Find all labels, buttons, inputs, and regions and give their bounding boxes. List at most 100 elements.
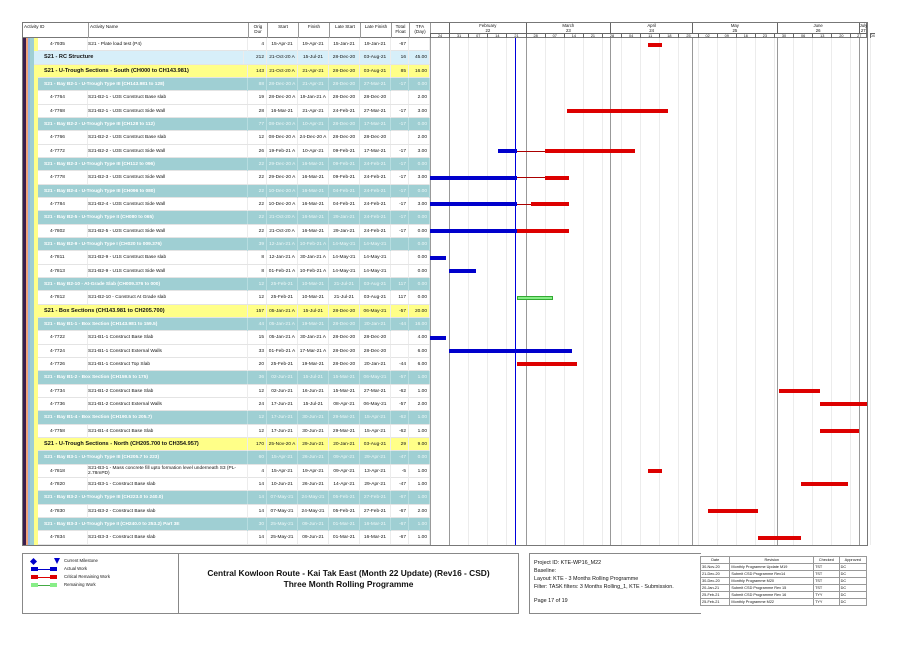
header-finish[interactable]: Finish — [299, 23, 330, 38]
revision-cell: Submit CSD Programme Rev 15 — [729, 584, 815, 592]
critical-work-bar[interactable] — [517, 362, 578, 367]
week-label: 21 — [506, 33, 526, 38]
critical-work-bar[interactable] — [708, 509, 758, 514]
wbs-row[interactable]: S21 - Bay B1-2 - Box Section (CH159.5 to… — [38, 371, 430, 385]
wbs-row[interactable]: S21 - RC Structure 212 21-Oct-20 A 15-Jul-2… — [34, 51, 430, 65]
activity-row[interactable]: 4-7784 S21-B2-4 - U3S Construct Side Wall… — [38, 197, 430, 212]
wbs-row[interactable]: S21 - Bay B2-2 - U-Trough Type III (CH12… — [38, 117, 430, 132]
activity-row[interactable]: 4-7772 S21-B2-2 - U3S Construct Side Wall… — [38, 144, 430, 158]
wbs-row[interactable]: S21 - Bay B3-3 - U-Trough Type II (CH240… — [38, 517, 430, 532]
actual-work-bar[interactable] — [498, 149, 518, 154]
header-tfa[interactable]: TFA (Day) — [410, 23, 431, 38]
header-dur[interactable]: Orig Dur — [249, 23, 268, 38]
actual-work-bar[interactable] — [430, 229, 518, 234]
activity-row[interactable]: 4-7811 S21-B2-9 - U1S Construct Base slab… — [38, 251, 430, 265]
critical-work-bar[interactable] — [544, 149, 635, 154]
wbs-row[interactable]: S21 - Bay B3-2 - U-Trough Type III (CH22… — [38, 491, 430, 505]
critical-work-bar[interactable] — [517, 229, 570, 234]
activity-row[interactable]: 4-7724 S21-B1-1 Construct External Walls 3… — [38, 344, 430, 358]
actual-work-bar[interactable] — [430, 255, 447, 260]
cell-finish: 26-Jun-21 — [298, 477, 329, 491]
activity-row[interactable]: 4-7935 S21 - Plate load test (P4) 4 15-Apr-… — [38, 38, 430, 52]
critical-work-bar[interactable] — [779, 389, 821, 394]
critical-work-bar[interactable] — [531, 202, 570, 207]
actual-work-bar[interactable] — [449, 269, 477, 274]
cell-ls: 28-Dec-20 — [329, 331, 360, 345]
activity-row[interactable]: 4-7722 S21-B1-1 Construct Base Slab 15 05-J… — [38, 331, 430, 345]
activity-row[interactable]: 4-7768 S21-B2-1 - U3S Construct Side Wall… — [38, 104, 430, 118]
activity-row[interactable]: 4-7766 S21-B2-2 - U3S Construct Base slab… — [38, 131, 430, 145]
wbs-row[interactable]: S21 - Box Sections (CH143.981 to CH205.7… — [38, 304, 430, 318]
critical-work-bar[interactable] — [757, 535, 802, 540]
critical-work-bar[interactable] — [648, 42, 663, 47]
activity-name: S21-B2-9 - U1S Construct Side Wall — [88, 264, 248, 278]
activity-row[interactable]: 4-7820 S21-B3-1 - Construct Base slab 14 10… — [38, 477, 430, 492]
critical-work-bar[interactable] — [820, 429, 859, 434]
remaining-work-bar[interactable] — [517, 295, 553, 300]
activity-row[interactable]: 4-7778 S21-B2-3 - U3S Construct Side Wall… — [38, 171, 430, 185]
cell-ls: 21-Jul-21 — [329, 277, 360, 291]
cell-start: 02-Jun-21 — [267, 384, 298, 398]
cell-ls: 28-Dec-20 — [329, 117, 360, 131]
cell-lf: 24-Feb-21 — [360, 184, 391, 198]
wbs-row[interactable]: S21 - Bay B1-1 - Box Section (CH143.981 … — [38, 317, 430, 332]
cell-ls: 14-May-21 — [329, 237, 360, 251]
actual-work-bar[interactable] — [430, 175, 518, 180]
activity-row[interactable]: 4-7813 S21-B2-9 - U1S Construct Side Wall… — [38, 264, 430, 278]
header-id[interactable]: Activity ID — [23, 23, 89, 38]
legend-actual: Actual Work — [64, 566, 88, 571]
activity-row[interactable]: 4-7818 S21-B3-1 - Mass concrete fill upto… — [38, 464, 430, 478]
cell-ls: 28-Dec-20 — [329, 64, 360, 78]
activity-row[interactable]: 4-7764 S21-B2-1 - U3S Construct Base slab… — [38, 91, 430, 105]
cell-finish: 09-Jun-21 — [298, 531, 329, 545]
milestone-diamond-icon — [29, 557, 38, 566]
wbs-row[interactable]: S21 - U-Trough Sections - South (CH000 t… — [38, 64, 430, 78]
activity-row[interactable]: 4-7734 S21-B1-2 Construct Base Slab 12 02-J… — [38, 384, 430, 398]
actual-work-bar[interactable] — [430, 335, 447, 340]
critical-work-bar[interactable] — [801, 482, 848, 487]
cell-start: 25-May-21 — [267, 517, 298, 531]
wbs-row[interactable]: S21 - Bay B2-4 - U-Trough Type III (CH09… — [38, 184, 430, 198]
activity-id: 4-7764 — [50, 91, 88, 105]
cell-start: 02-Jun-21 — [267, 371, 298, 385]
wbs-row[interactable]: S21 - Bay B2-1 - U-Trough Type III (CH14… — [38, 77, 430, 92]
cell-tf: -17 — [391, 184, 409, 198]
critical-work-bar[interactable] — [544, 175, 570, 180]
wbs-row[interactable]: S21 - Bay B2-9 - U-Trough Type I (CH020 … — [38, 237, 430, 252]
wbs-row[interactable]: S21 - Bay B3-1 - U-Trough Type III (CH20… — [38, 451, 430, 465]
critical-work-bar[interactable] — [566, 109, 668, 114]
cell-tf: -17 — [391, 77, 409, 91]
activity-row[interactable]: 4-7834 S21-B3-3 - Construct Base slab 14 25… — [38, 531, 430, 545]
critical-work-bar[interactable] — [648, 469, 663, 474]
header-start[interactable]: Start — [268, 23, 299, 38]
cell-dur: 44 — [248, 317, 267, 331]
activity-row[interactable]: 4-7736 S21-B1-2 Construct External Walls 2… — [38, 397, 430, 412]
header-tf[interactable]: Total Float — [392, 23, 410, 38]
header-name[interactable]: Activity Name — [89, 23, 249, 38]
filter: Filter: TASK filters: 3 Months Rolling_1… — [534, 584, 674, 590]
cell-finish: 15-Jul-21 — [298, 371, 329, 385]
cell-start: 05-Jan-21 A — [267, 317, 298, 331]
activity-row[interactable]: 4-7726 S21-B1-1 Construct Top Slab 20 25-Fe… — [38, 357, 430, 372]
activity-row[interactable]: 4-7812 S21-B2-10 - Construct At Grade sla… — [38, 291, 430, 305]
activity-row[interactable]: 4-7802 S21-B2-5 - U2S Construct Side Wall… — [38, 224, 430, 238]
cell-finish: 24-May-21 — [298, 491, 329, 505]
actual-work-bar[interactable] — [430, 202, 518, 207]
critical-work-bar[interactable] — [820, 402, 867, 407]
cell-lf: 13-Apr-21 — [360, 464, 391, 478]
wbs-row[interactable]: S21 - Bay B2-5 - U-Trough Type II (CH080… — [38, 211, 430, 225]
legend-critical: Critical Remaining Work — [64, 574, 111, 579]
header-lf[interactable]: Late Finish — [361, 23, 392, 38]
cell-finish: 16-Mar-21 — [298, 224, 329, 238]
cell-finish: 19-Mar-21 — [298, 317, 329, 331]
wbs-row[interactable]: S21 - Bay B2-3 - U-Trough Type III (CH11… — [38, 157, 430, 172]
wbs-row[interactable]: S21 - U-Trough Sections - North (CH205.7… — [38, 437, 430, 452]
activity-id: 4-7834 — [50, 531, 88, 545]
activity-row[interactable]: 4-7830 S21-B3-2 - Construct Base slab 14 07… — [38, 504, 430, 518]
header-ls[interactable]: Late Start — [330, 23, 361, 38]
activity-row[interactable]: 4-7758 S21-B1-4 Construct Base Slab 12 17-J… — [38, 424, 430, 438]
actual-work-bar[interactable] — [449, 349, 572, 354]
revision-header-cell: Revision — [729, 556, 815, 564]
wbs-row[interactable]: S21 - Bay B2-10 - At-Grade Slab (CH009.3… — [38, 277, 430, 292]
wbs-row[interactable]: S21 - Bay B1-4 - Box Section (CH190.5 to… — [38, 411, 430, 425]
